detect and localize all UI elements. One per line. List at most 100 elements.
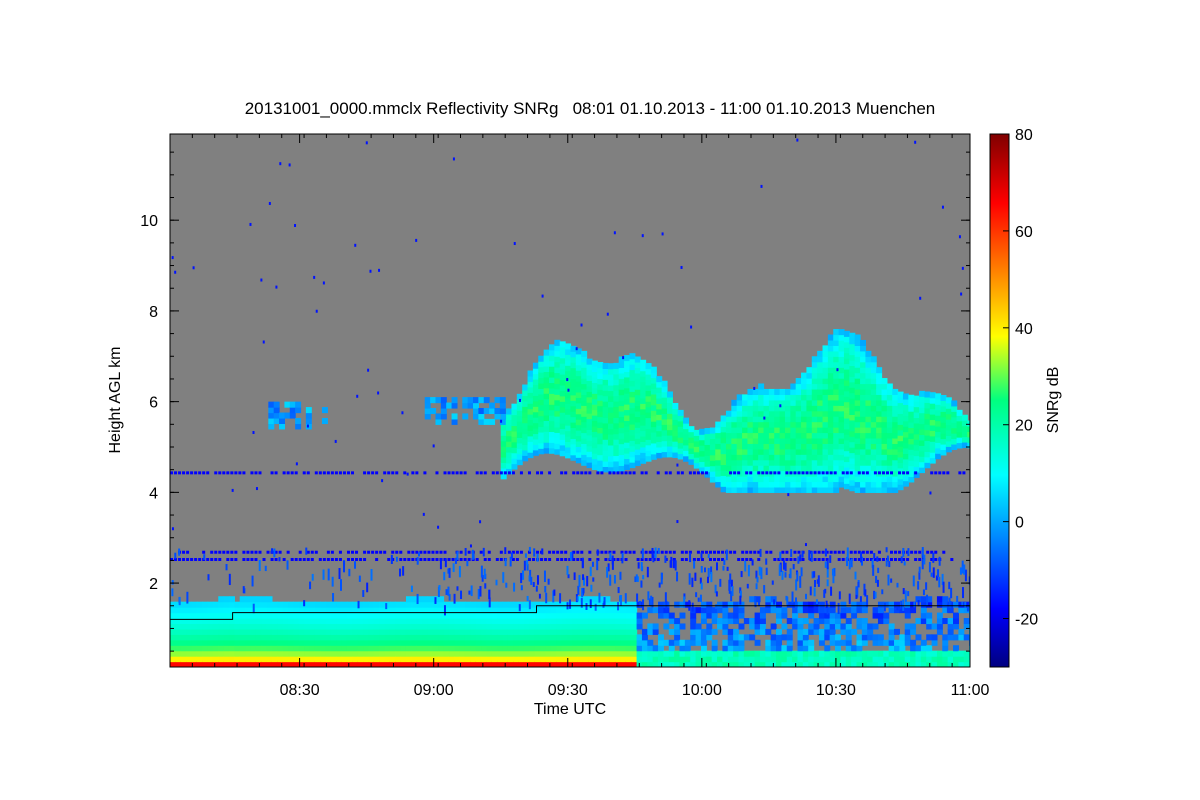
cloud-cell [849,398,856,405]
boundary-layer-cell [518,661,525,667]
cloud-cell [747,448,754,455]
boundary-layer-cell [405,612,412,619]
cloud-cell [581,372,588,379]
boundary-layer-cell [304,618,311,625]
boundary-layer-cell [459,645,466,652]
cloud-cell [902,480,909,487]
cloud-cell [736,416,743,423]
boundary-layer-cell [261,612,268,619]
boundary-layer-cell [604,618,611,625]
noise-line-cell [708,557,712,561]
cloud-cell [854,372,861,379]
cloud-cell [538,372,545,379]
cloud-cell [565,408,572,415]
boundary-layer-cell [658,656,665,663]
cloud-cell [860,465,867,472]
boundary-layer-cell [202,623,209,630]
noise-speck [171,256,174,260]
noise-line-cell [765,550,769,554]
cloud-cell [897,484,904,491]
cloud-cell [554,345,561,352]
boundary-layer-cell [454,650,461,657]
cloud-cell [554,432,561,439]
boundary-layer-cell [255,612,262,619]
noise-line-cell [833,550,837,554]
boundary-layer-cell [261,645,268,652]
noise-line-cell [580,550,584,554]
noise-line-cell [326,471,330,475]
boundary-layer-cell [615,656,622,663]
noise-speck [415,238,418,242]
cloud-cell [661,418,668,425]
boundary-layer-cell [931,656,938,663]
boundary-layer-cell [357,623,364,630]
noise-line-cell [234,557,238,561]
y-tick-label: 4 [149,485,158,502]
cloud-cell [666,429,673,436]
boundary-layer-cell [518,650,525,657]
noise-line-cell [423,557,427,561]
boundary-layer-cell [443,601,450,608]
speckle-cell [805,593,808,600]
cloud-cell [860,443,867,450]
noise-line-cell [805,471,809,475]
cloud-cell [967,431,970,438]
speckle-cell [935,575,938,581]
speckle-cell [826,567,829,578]
boundary-layer-cell [475,623,482,630]
noise-speck [919,296,922,300]
boundary-layer-cell [470,612,477,619]
boundary-layer-cell [684,601,691,608]
boundary-layer-cell [883,656,890,663]
cloud-cell [908,405,915,412]
noise-line-cell [664,471,668,475]
colorbar-tick-label: 20 [1015,418,1033,435]
cloud-cell [629,369,636,376]
noise-line-cell [226,557,230,561]
cloud-cell [532,406,539,413]
boundary-layer-cell [947,623,954,630]
noise-line-cell [351,471,355,475]
cloud-cell [945,413,952,420]
boundary-layer-cell [588,596,595,603]
cloud-cell [618,421,625,428]
cloud-cell [688,442,695,449]
cloud-cell [854,432,861,439]
speckle-cell [824,548,827,557]
boundary-layer-cell [234,618,241,625]
speckle-cell [885,547,888,553]
cloud-cell [613,395,620,402]
noise-line-cell [773,557,777,561]
boundary-layer-cell [754,612,761,619]
boundary-layer-cell [180,639,187,646]
noise-line-cell [423,471,427,475]
speckle-cell [917,581,920,590]
cloud-cell [656,414,663,421]
cloud-cell [516,459,523,466]
speckle-cell [528,575,531,582]
boundary-layer-cell [636,639,643,646]
noise-line-cell [684,557,688,561]
x-tick-label: 10:30 [816,682,856,699]
boundary-layer-cell [250,645,257,652]
boundary-layer-cell [416,623,423,630]
noise-line-cell [632,471,636,475]
boundary-layer-cell [180,607,187,614]
cloud-cell [897,429,904,436]
boundary-layer-cell [250,639,257,646]
boundary-layer-cell [776,601,782,608]
noise-speck [958,235,961,239]
noise-line-cell [580,471,584,475]
boundary-layer-cell [658,645,665,652]
boundary-layer-cell [384,628,391,635]
noise-speck [469,544,472,548]
speckle-cell [566,565,569,575]
noise-line-cell [431,557,435,561]
noise-line-cell [178,471,182,475]
cloud-cell [565,446,572,453]
boundary-layer-cell [309,612,316,619]
cloud-cell [511,403,518,410]
cloud-cell [548,366,555,373]
cloud-cell [629,423,636,430]
noise-speck [566,378,569,382]
